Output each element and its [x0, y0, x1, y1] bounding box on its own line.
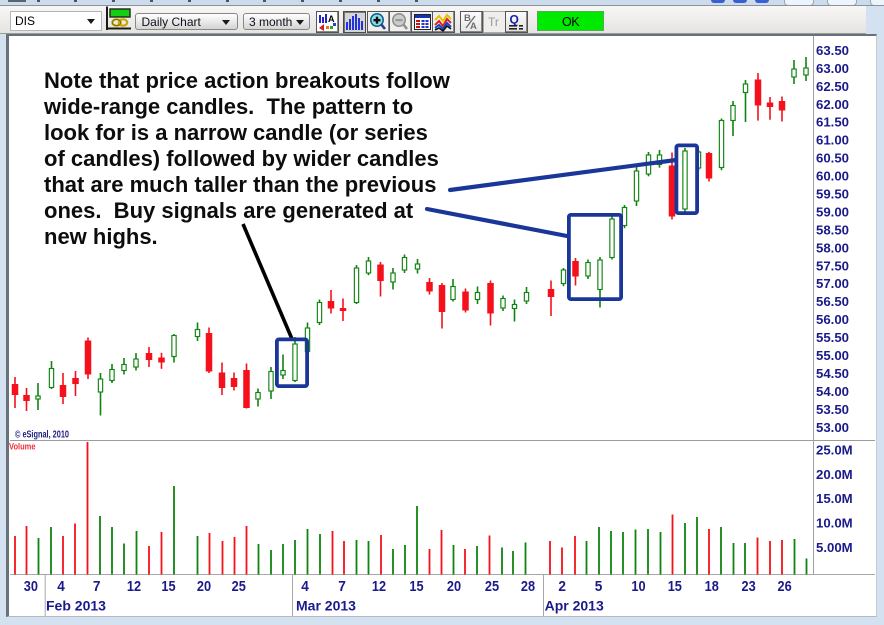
svg-text:5.00M: 5.00M: [816, 540, 853, 555]
svg-text:7: 7: [93, 579, 101, 595]
svg-text:57.00: 57.00: [816, 276, 849, 291]
svg-text:60.50: 60.50: [816, 151, 849, 166]
svg-text:4: 4: [301, 579, 309, 595]
svg-text:26: 26: [778, 579, 792, 595]
svg-text:© eSignal, 2010: © eSignal, 2010: [15, 430, 69, 441]
svg-text:56.00: 56.00: [816, 312, 849, 327]
svg-text:59.50: 59.50: [816, 187, 849, 202]
svg-text:20.0M: 20.0M: [816, 467, 853, 482]
svg-text:4: 4: [57, 579, 65, 595]
svg-text:20: 20: [447, 579, 461, 595]
svg-text:10.0M: 10.0M: [816, 516, 853, 531]
svg-text:53.50: 53.50: [816, 402, 849, 417]
svg-text:2: 2: [558, 579, 566, 595]
svg-text:Feb 2013: Feb 2013: [46, 598, 106, 614]
svg-text:10: 10: [631, 579, 645, 595]
svg-text:59.00: 59.00: [816, 204, 849, 219]
svg-text:15: 15: [409, 579, 423, 595]
svg-text:15: 15: [161, 579, 175, 595]
svg-text:A: A: [328, 14, 335, 24]
svg-text:54.00: 54.00: [816, 384, 849, 399]
svg-text:25.0M: 25.0M: [816, 443, 853, 458]
svg-text:55.50: 55.50: [816, 330, 849, 345]
svg-text:20: 20: [197, 579, 211, 595]
svg-text:Q: Q: [510, 13, 519, 27]
svg-text:25: 25: [232, 579, 246, 595]
svg-text:54.50: 54.50: [816, 366, 849, 381]
svg-text:53.00: 53.00: [816, 420, 849, 435]
svg-text:15.0M: 15.0M: [816, 491, 853, 506]
svg-text:7: 7: [338, 579, 346, 595]
svg-text:A: A: [470, 21, 477, 32]
svg-text:15: 15: [668, 579, 682, 595]
svg-text:30: 30: [24, 579, 38, 595]
svg-text:5: 5: [595, 579, 603, 595]
svg-text:Tr: Tr: [488, 15, 499, 29]
svg-text:25: 25: [485, 579, 499, 595]
svg-text:61.50: 61.50: [816, 115, 849, 130]
svg-text:B: B: [464, 13, 471, 24]
svg-text:62.00: 62.00: [816, 97, 849, 112]
svg-text:63.50: 63.50: [816, 43, 849, 58]
svg-text:Volume: Volume: [9, 442, 36, 452]
svg-text:55.00: 55.00: [816, 348, 849, 363]
svg-text:61.00: 61.00: [816, 133, 849, 148]
svg-text:28: 28: [521, 579, 535, 595]
svg-text:12: 12: [372, 579, 386, 595]
svg-text:63.00: 63.00: [816, 61, 849, 76]
svg-text:Apr 2013: Apr 2013: [545, 598, 604, 614]
svg-text:12: 12: [127, 579, 141, 595]
svg-text:Mar 2013: Mar 2013: [296, 598, 356, 614]
svg-text:58.50: 58.50: [816, 222, 849, 237]
svg-text:58.00: 58.00: [816, 240, 849, 255]
svg-text:60.00: 60.00: [816, 169, 849, 184]
svg-text:56.50: 56.50: [816, 294, 849, 309]
svg-text:18: 18: [705, 579, 719, 595]
svg-text:62.50: 62.50: [816, 79, 849, 94]
svg-text:57.50: 57.50: [816, 258, 849, 273]
svg-text:23: 23: [742, 579, 756, 595]
